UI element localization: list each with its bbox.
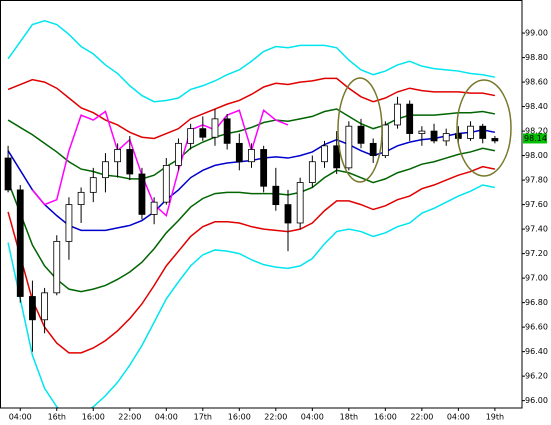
candle-body — [41, 292, 48, 321]
x-tick-label: 16:00 — [82, 413, 105, 422]
y-tick-label: 97.60 — [525, 200, 548, 209]
y-tick-label: 97.20 — [525, 249, 548, 258]
candle-body — [235, 142, 243, 163]
last-price-label: 98.14 — [524, 134, 547, 143]
x-tick-label: 17th — [194, 413, 212, 422]
candle-body — [138, 173, 146, 215]
x-tick-label: 04:00 — [155, 413, 178, 422]
x-tick-label: 16th — [48, 413, 66, 422]
candle-body — [296, 182, 304, 224]
x-tick-label: 19th — [486, 413, 504, 422]
x-tick-label: 04:00 — [301, 413, 324, 422]
x-tick-label: 22:00 — [264, 413, 287, 422]
candle-body — [102, 161, 109, 179]
y-tick-label: 99.00 — [525, 29, 548, 38]
y-tick-label: 96.20 — [525, 372, 548, 381]
candle-body — [248, 149, 255, 163]
candle-body — [77, 191, 85, 206]
highlight-ellipse — [337, 77, 383, 183]
last-price-box — [523, 133, 547, 144]
candle-body — [260, 149, 268, 187]
x-tick-label: 22:00 — [118, 413, 141, 422]
candle-body — [284, 204, 292, 224]
candle-body — [175, 142, 182, 166]
candle-body — [333, 145, 341, 169]
candle-body — [211, 118, 219, 138]
candle-body — [89, 177, 97, 193]
candle-body — [394, 103, 401, 126]
plot-area — [4, 20, 499, 408]
x-tick-label: 16:00 — [228, 413, 251, 422]
y-tick-label: 98.20 — [525, 127, 548, 136]
candle-body — [369, 142, 377, 157]
y-tick-label: 98.00 — [525, 151, 548, 160]
y-tick-label: 97.80 — [525, 176, 548, 185]
y-tick-label: 97.00 — [525, 274, 548, 283]
candle-body — [442, 133, 450, 142]
y-tick-label: 96.00 — [525, 396, 548, 405]
highlight-ellipse — [456, 79, 512, 177]
indicator-line — [7, 147, 496, 293]
candle-body — [114, 149, 122, 163]
candle-body — [406, 103, 414, 134]
x-tick-label: 18th — [340, 413, 358, 422]
candle-body — [454, 133, 462, 139]
candle-body — [479, 125, 487, 139]
y-tick-label: 98.40 — [525, 102, 548, 111]
candle-body — [430, 130, 438, 142]
candle-body — [381, 124, 389, 157]
candle-body — [65, 204, 73, 242]
y-tick-label: 96.60 — [525, 323, 548, 332]
candle-body — [16, 189, 24, 297]
candle-body — [272, 185, 280, 206]
y-tick-label: 98.80 — [525, 53, 548, 62]
x-tick-label: 16:00 — [374, 413, 397, 422]
candle-body — [345, 125, 353, 169]
candle-body — [162, 165, 170, 203]
y-tick-label: 98.60 — [525, 78, 548, 87]
indicator-line — [31, 108, 289, 218]
candle-body — [126, 149, 134, 175]
candle-body — [29, 296, 36, 321]
candle-body — [418, 130, 426, 134]
indicator-line — [7, 77, 496, 140]
candle-body — [308, 161, 316, 183]
candle-body — [491, 138, 499, 142]
candle-body — [187, 128, 195, 144]
candle-body — [357, 125, 365, 144]
x-tick-label: 04:00 — [9, 413, 32, 422]
indicator-line — [7, 165, 496, 354]
candle-body — [199, 128, 207, 138]
indicator-line — [7, 20, 496, 103]
y-tick-label: 96.40 — [525, 347, 548, 356]
candle-body — [53, 240, 61, 294]
candle-body — [4, 157, 12, 191]
candle-body — [321, 145, 328, 163]
y-tick-label: 97.40 — [525, 225, 548, 234]
indicator-line — [7, 108, 496, 180]
candle-body — [150, 201, 158, 215]
x-tick-label: 22:00 — [410, 413, 433, 422]
indicator-line — [7, 184, 496, 408]
y-tick-label: 96.80 — [525, 298, 548, 307]
candle-body — [223, 118, 231, 144]
x-tick-label: 04:00 — [447, 413, 470, 422]
candle-body — [467, 125, 474, 139]
